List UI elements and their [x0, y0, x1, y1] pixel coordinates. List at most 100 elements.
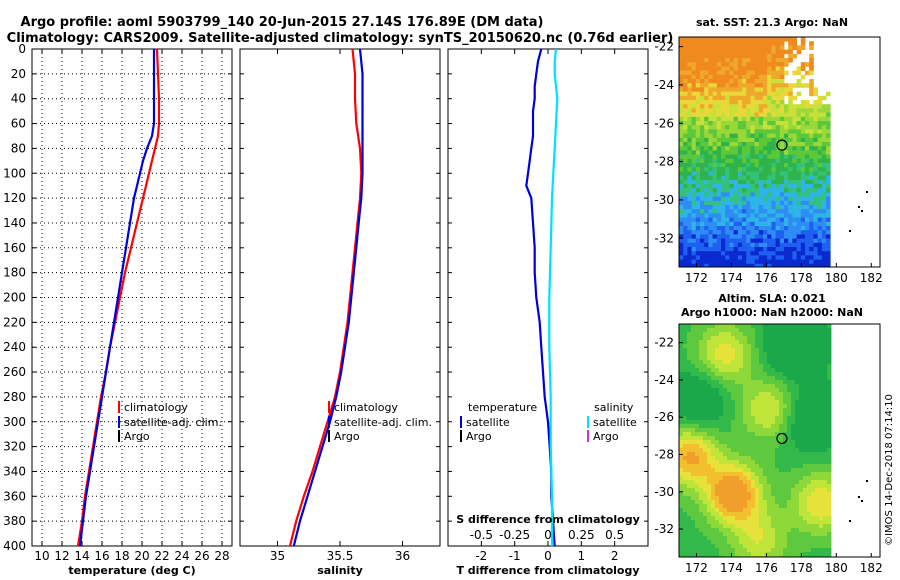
sst-cell [683, 70, 688, 76]
sla-cell [799, 428, 804, 433]
sla-cell [755, 532, 760, 537]
sst-cell [716, 213, 722, 218]
sla-cell [811, 340, 816, 345]
sla-cell [803, 484, 808, 489]
sla-cell [699, 384, 704, 389]
sst-cell [800, 175, 806, 181]
sst-cell [725, 200, 730, 206]
sla-cell [707, 428, 712, 433]
sst-cell [821, 137, 827, 143]
sst-cell [817, 196, 823, 202]
sla-cell [759, 396, 764, 401]
sla-cell [759, 544, 764, 549]
sst-cell [700, 242, 705, 248]
sla-cell [699, 440, 704, 445]
sst-cell [712, 45, 718, 50]
lon-tick-label: 176 [755, 271, 778, 285]
sla-cell [687, 536, 692, 541]
sla-cell [747, 532, 752, 537]
sla-cell [787, 376, 792, 381]
sst-cell [817, 263, 823, 267]
sla-cell [683, 448, 688, 453]
sla-cell [803, 384, 808, 389]
sla-cell [799, 432, 804, 437]
sst-cell [679, 163, 684, 168]
sla-cell [787, 340, 792, 345]
sst-cell [746, 226, 751, 231]
sst-cell [784, 83, 789, 88]
depth-tick-label: 180 [3, 266, 26, 280]
sst-cell [800, 45, 806, 50]
sst-cell [695, 154, 701, 160]
sst-cell [792, 41, 797, 46]
sla-cell [823, 348, 828, 353]
sla-cell [755, 436, 760, 441]
sla-cell [783, 424, 788, 429]
sla-cell [751, 552, 756, 557]
sst-cell [754, 192, 760, 197]
sst-cell [712, 87, 718, 92]
sst-cell [754, 150, 760, 155]
sla-cell [799, 452, 804, 457]
sla-cell [755, 324, 760, 329]
sla-cell [695, 332, 700, 337]
sla-cell [683, 376, 688, 381]
sst-cell [821, 154, 827, 160]
sla-cell [731, 464, 736, 469]
sla-cell [715, 328, 720, 333]
sla-cell [795, 456, 800, 461]
sst-cell [704, 234, 709, 239]
sst-cell [691, 179, 697, 185]
sla-cell [823, 456, 828, 461]
sst-cell [767, 104, 772, 109]
sla-cell [699, 380, 704, 385]
sst-cell [796, 150, 802, 155]
sla-cell [727, 504, 732, 509]
sla-cell [747, 400, 752, 405]
sla-cell [743, 512, 748, 517]
sla-cell [791, 436, 796, 441]
sst-cell [700, 87, 705, 92]
sla-cell [763, 400, 768, 405]
sst-cell [704, 108, 709, 113]
sla-cell [799, 360, 804, 365]
sst-cell [788, 137, 793, 143]
sst-cell [695, 116, 701, 122]
sla-cell [691, 392, 696, 397]
sst-cell [758, 108, 764, 113]
sla-cell [783, 544, 788, 549]
sla-cell [703, 460, 708, 465]
sst-cell [695, 213, 701, 218]
sla-cell [711, 436, 716, 441]
sst-cell [721, 41, 726, 46]
sst-cell [800, 142, 806, 147]
sst-cell [767, 226, 772, 231]
sla-cell [827, 516, 832, 521]
sst-cell [725, 221, 730, 227]
sla-cell [727, 356, 732, 361]
sla-cell [759, 352, 764, 357]
sla-cell [679, 436, 684, 441]
sla-cell [767, 440, 772, 445]
sla-cell [755, 516, 760, 521]
sst-cell [779, 175, 785, 181]
sst-cell [746, 251, 751, 256]
sst-cell [775, 238, 781, 244]
sst-cell [826, 167, 831, 172]
sla-cell [687, 400, 692, 405]
sla-cell [807, 336, 812, 341]
sst-cell [746, 221, 751, 227]
sla-cell [723, 536, 728, 541]
sst-cell [826, 179, 831, 185]
sla-cell [811, 500, 816, 505]
sla-cell [747, 376, 752, 381]
sst-cell [767, 100, 772, 105]
sla-cell [819, 460, 824, 465]
sla-cell [707, 552, 712, 557]
sst-cell [708, 95, 713, 101]
sla-cell [687, 512, 692, 517]
sst-cell [775, 45, 781, 50]
sst-cell [754, 146, 760, 151]
sla-cell [755, 456, 760, 461]
sst-cell [725, 45, 730, 50]
